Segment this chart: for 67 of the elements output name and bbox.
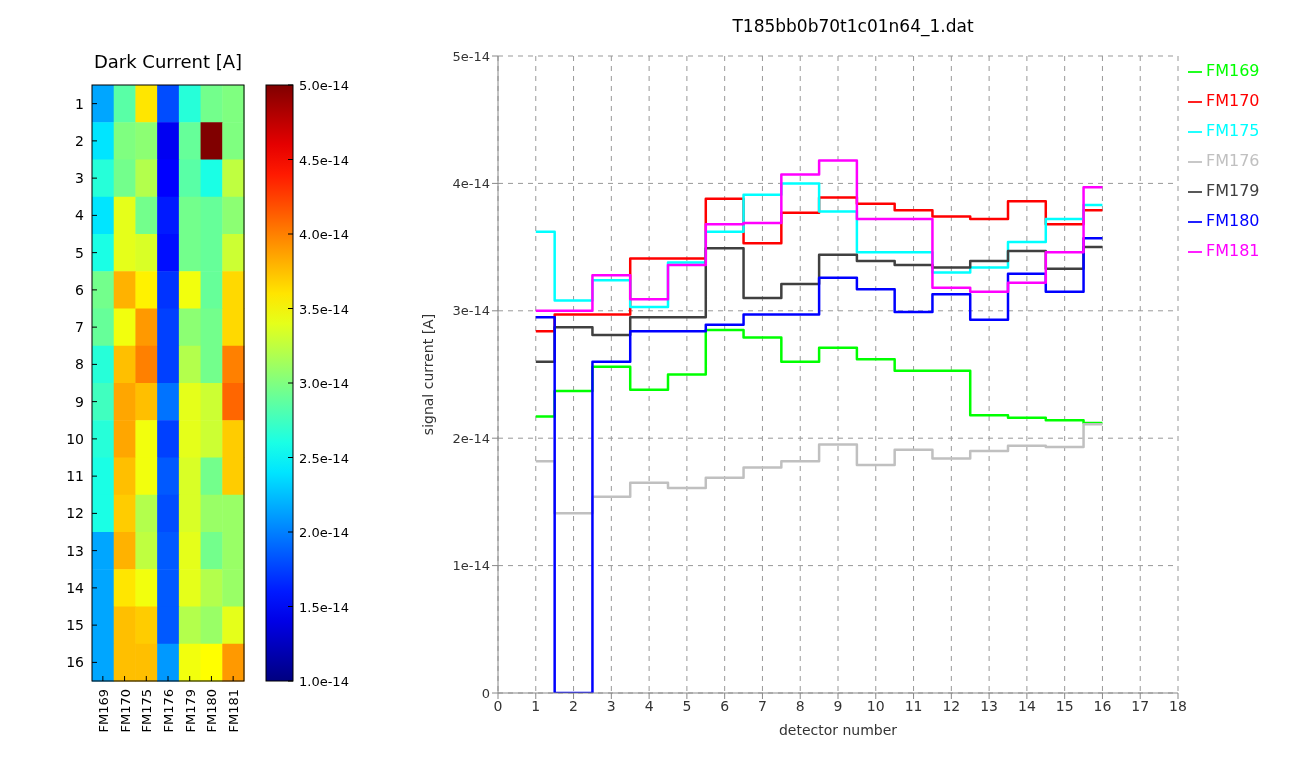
x-tick-label: 15 bbox=[1055, 697, 1074, 714]
y-tick-label: 7 bbox=[75, 319, 84, 336]
x-tick-label: 17 bbox=[1131, 697, 1150, 714]
x-tick-label: 7 bbox=[757, 697, 767, 714]
x-tick-label: FM170 bbox=[117, 689, 133, 733]
y-tick-label: 4e-14 bbox=[452, 176, 490, 192]
x-tick-label: 12 bbox=[942, 697, 961, 714]
color-bar-label: 4.5e-14 bbox=[299, 152, 349, 168]
x-tick-label: 0 bbox=[493, 697, 503, 714]
y-tick-label: 14 bbox=[66, 579, 85, 596]
y-tick-label: 16 bbox=[66, 654, 85, 671]
x-tick-label: 8 bbox=[795, 697, 805, 714]
legend-label: FM179 bbox=[1206, 181, 1260, 200]
y-tick-label: 15 bbox=[66, 617, 84, 634]
y-tick-label: 4 bbox=[75, 207, 85, 224]
x-tick-label: 5 bbox=[682, 697, 692, 714]
x-tick-label: 14 bbox=[1017, 697, 1036, 714]
x-tick-label: 18 bbox=[1169, 697, 1187, 714]
color-bar-label: 2.5e-14 bbox=[299, 450, 349, 466]
y-tick-label: 5 bbox=[75, 244, 84, 261]
y-tick-label: 12 bbox=[66, 505, 84, 522]
x-tick-label: 1 bbox=[531, 697, 541, 714]
color-bar-label: 1.0e-14 bbox=[299, 674, 349, 689]
y-tick-label: 9 bbox=[75, 393, 84, 410]
legend-label: FM181 bbox=[1206, 241, 1260, 260]
legend-label: FM176 bbox=[1206, 151, 1260, 170]
x-tick-label: 9 bbox=[833, 697, 843, 714]
y-tick-label: 5e-14 bbox=[452, 48, 490, 64]
legend-label: FM169 bbox=[1206, 61, 1260, 80]
y-tick-label: 1 bbox=[75, 95, 84, 112]
chart-title: T185bb0b70t1c01n64_1.dat bbox=[731, 16, 975, 36]
x-tick-label: FM169 bbox=[95, 689, 111, 733]
y-tick-label: 3 bbox=[75, 170, 84, 187]
y-tick-label: 1e-14 bbox=[452, 558, 490, 574]
color-bar-label: 1.5e-14 bbox=[299, 599, 349, 615]
x-tick-label: 13 bbox=[980, 697, 999, 714]
x-tick-label: FM181 bbox=[226, 689, 242, 733]
legend-label: FM180 bbox=[1206, 211, 1260, 230]
x-axis-title: detector number bbox=[778, 722, 898, 738]
color-bar-label: 2.0e-14 bbox=[299, 525, 349, 540]
chart-title: Dark Current [A] bbox=[93, 51, 243, 72]
x-tick-label: FM176 bbox=[161, 689, 176, 733]
y-tick-label: 11 bbox=[66, 468, 84, 485]
color-bar-label: 5.0e-14 bbox=[299, 78, 349, 93]
x-tick-label: 11 bbox=[904, 697, 923, 714]
color-bar-label: 4.0e-14 bbox=[299, 227, 349, 242]
y-tick-label: 6 bbox=[75, 281, 85, 298]
y-axis-title: signal current [A] bbox=[419, 313, 436, 436]
x-tick-label: 16 bbox=[1093, 697, 1112, 714]
y-tick-label: 8 bbox=[75, 356, 84, 373]
legend-label: FM175 bbox=[1206, 121, 1260, 140]
y-tick-label: 13 bbox=[66, 542, 84, 559]
x-tick-label: 2 bbox=[569, 697, 579, 714]
color-bar-label: 3.5e-14 bbox=[299, 301, 349, 317]
x-tick-label: 3 bbox=[606, 697, 616, 714]
y-tick-label: 10 bbox=[66, 430, 84, 447]
x-tick-label: 4 bbox=[644, 697, 654, 714]
y-tick-label: 2e-14 bbox=[452, 430, 490, 446]
x-tick-label: FM180 bbox=[204, 689, 220, 733]
x-tick-label: FM175 bbox=[139, 689, 155, 733]
y-tick-label: 2 bbox=[75, 132, 84, 149]
color-bar-label: 3.0e-14 bbox=[299, 376, 349, 391]
legend-label: FM170 bbox=[1206, 91, 1260, 110]
x-tick-label: 10 bbox=[866, 697, 885, 714]
y-tick-label: 3e-14 bbox=[452, 303, 490, 319]
x-tick-label: FM179 bbox=[182, 689, 198, 733]
x-tick-label: 6 bbox=[720, 697, 730, 714]
